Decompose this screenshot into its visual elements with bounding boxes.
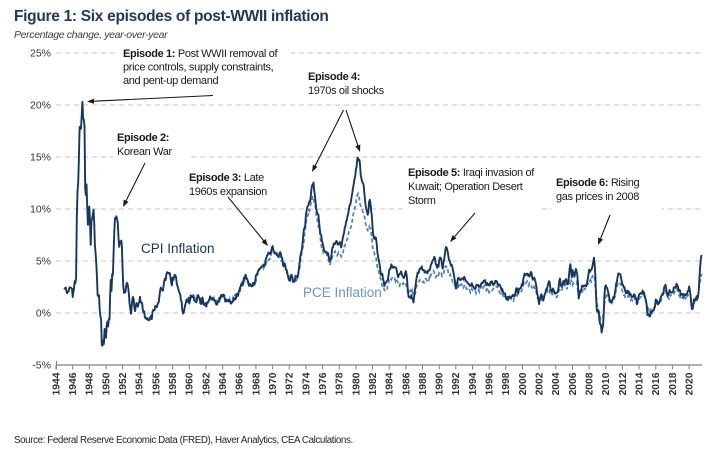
svg-text:Figure 1: Six episodes of post: Figure 1: Six episodes of post-WWII infl… — [14, 8, 329, 25]
svg-text:Episode 6: Rising: Episode 6: Rising — [556, 177, 640, 189]
svg-text:2000: 2000 — [518, 372, 529, 395]
svg-text:Episode 4:: Episode 4: — [308, 71, 360, 83]
svg-text:1948: 1948 — [85, 372, 96, 395]
svg-text:0%: 0% — [36, 308, 51, 320]
svg-text:CPI Inflation: CPI Inflation — [141, 241, 215, 256]
svg-text:2012: 2012 — [618, 372, 629, 395]
svg-text:2008: 2008 — [585, 372, 596, 395]
svg-text:1960: 1960 — [185, 372, 196, 395]
svg-text:1946: 1946 — [68, 372, 79, 395]
svg-text:2018: 2018 — [668, 372, 679, 395]
svg-text:1968: 1968 — [251, 372, 262, 395]
svg-text:1970s oil shocks: 1970s oil shocks — [308, 85, 385, 97]
svg-text:1978: 1978 — [335, 372, 346, 395]
svg-text:Episode 1: Post WWII removal o: Episode 1: Post WWII removal of — [123, 48, 278, 60]
svg-text:Episode 2:: Episode 2: — [117, 132, 169, 144]
svg-text:2020: 2020 — [685, 372, 696, 395]
svg-text:15%: 15% — [30, 152, 51, 164]
svg-text:Episode 5: Iraqi invasion of: Episode 5: Iraqi invasion of — [408, 167, 535, 179]
svg-text:1954: 1954 — [135, 372, 146, 395]
svg-text:1944: 1944 — [51, 372, 62, 395]
svg-text:1984: 1984 — [385, 372, 396, 395]
svg-text:1986: 1986 — [401, 372, 412, 395]
svg-text:1960s expansion: 1960s expansion — [189, 186, 267, 198]
svg-text:and pent-up demand: and pent-up demand — [123, 75, 218, 87]
svg-text:2006: 2006 — [568, 372, 579, 395]
svg-text:1982: 1982 — [368, 372, 379, 395]
svg-text:1994: 1994 — [468, 372, 479, 395]
svg-text:2016: 2016 — [651, 372, 662, 395]
svg-text:20%: 20% — [30, 100, 51, 112]
svg-text:-5%: -5% — [32, 360, 51, 372]
svg-text:25%: 25% — [30, 48, 51, 60]
svg-text:1952: 1952 — [118, 372, 129, 395]
svg-text:1980: 1980 — [351, 372, 362, 395]
svg-text:Episode 3: Late: Episode 3: Late — [189, 172, 264, 184]
svg-text:PCE Inflation: PCE Inflation — [303, 285, 382, 300]
svg-text:1988: 1988 — [418, 372, 429, 395]
svg-text:Kuwait; Operation Desert: Kuwait; Operation Desert — [408, 181, 523, 193]
svg-text:gas prices in 2008: gas prices in 2008 — [556, 191, 639, 203]
svg-text:2002: 2002 — [535, 372, 546, 395]
svg-text:10%: 10% — [30, 204, 51, 216]
svg-text:1950: 1950 — [101, 372, 112, 395]
svg-text:1966: 1966 — [235, 372, 246, 395]
svg-text:1970: 1970 — [268, 372, 279, 395]
svg-text:1992: 1992 — [451, 372, 462, 395]
svg-text:1964: 1964 — [218, 372, 229, 395]
svg-text:1974: 1974 — [301, 372, 312, 395]
svg-text:5%: 5% — [36, 256, 51, 268]
svg-text:1962: 1962 — [201, 372, 212, 395]
svg-text:price controls, supply constra: price controls, supply constraints, — [123, 62, 274, 74]
svg-text:Korean War: Korean War — [117, 146, 172, 158]
svg-text:2004: 2004 — [551, 372, 562, 395]
svg-text:1956: 1956 — [151, 372, 162, 395]
svg-text:1996: 1996 — [485, 372, 496, 395]
svg-text:2010: 2010 — [601, 372, 612, 395]
svg-text:1998: 1998 — [501, 372, 512, 395]
svg-text:1976: 1976 — [318, 372, 329, 395]
svg-text:Source: Federal Reserve Econom: Source: Federal Reserve Economic Data (F… — [14, 435, 353, 446]
svg-text:2014: 2014 — [635, 372, 646, 395]
svg-text:Storm: Storm — [408, 195, 436, 207]
svg-text:Percentage change, year-over-y: Percentage change, year-over-year — [14, 29, 168, 41]
svg-text:1972: 1972 — [285, 372, 296, 395]
svg-text:1958: 1958 — [168, 372, 179, 395]
svg-text:1990: 1990 — [435, 372, 446, 395]
